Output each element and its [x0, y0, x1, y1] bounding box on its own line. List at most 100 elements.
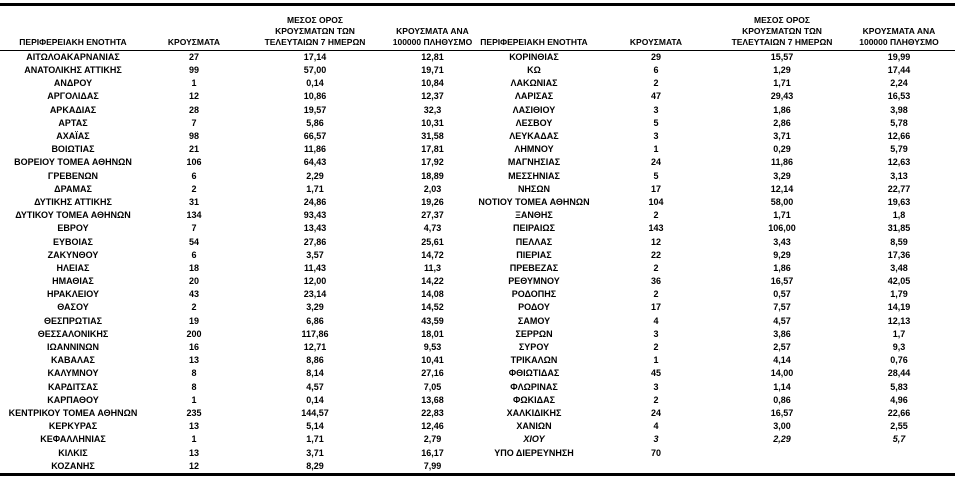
- cell: 19,63: [887, 196, 911, 207]
- cell: 12,81: [421, 52, 444, 62]
- cell: ΣΥΡΟΥ: [518, 342, 550, 353]
- table-row: ΔΡΑΜΑΣ 2 1,71 2,03 ΝΗΣΩΝ 17 12,14 22,77: [0, 183, 955, 196]
- cell: 5,83: [890, 381, 908, 392]
- cell: ΘΑΣΟΥ: [57, 302, 89, 313]
- cell: 10,41: [421, 355, 444, 366]
- cell: 36: [650, 276, 661, 287]
- cell: ΑΡΚΑΔΙΑΣ: [49, 104, 97, 115]
- covid-cases-table: ΠΕΡΙΦΕΡΕΙΑΚΗ ΕΝΟΤΗΤΑ ΚΡΟΥΣΜΑΤΑ ΜΕΣΟΣ ΟΡΟ…: [0, 3, 955, 476]
- cell: 15,57: [770, 52, 794, 62]
- cell: 3,98: [890, 104, 908, 115]
- cell: ΡΟΔΟΥ: [518, 302, 550, 313]
- cell: ΤΡΙΚΑΛΩΝ: [510, 355, 558, 366]
- cell: 8,29: [306, 460, 324, 471]
- cell: 104: [648, 196, 664, 207]
- cell: ΗΛΕΙΑΣ: [56, 262, 90, 273]
- cell: ΧΑΝΙΩΝ: [516, 421, 552, 432]
- cell: ΠΙΕΡΙΑΣ: [516, 249, 552, 260]
- table-row: ΙΩΑΝΝΙΝΩΝ 16 12,71 9,53 ΣΥΡΟΥ 2 2,57 9,3: [0, 341, 955, 354]
- cell: ΠΡΕΒΕΖΑΣ: [509, 262, 559, 273]
- cell: 12,13: [887, 315, 911, 326]
- cell: 1,79: [890, 289, 908, 300]
- cell: 13: [188, 355, 199, 366]
- cell: ΚΟΡΙΝΘΙΑΣ: [509, 52, 559, 62]
- cell: 57,00: [303, 65, 327, 76]
- table-row: ΗΜΑΘΙΑΣ 20 12,00 14,22 ΡΕΘΥΜΝΟΥ 36 16,57 42,05: [0, 275, 955, 288]
- cell: [721, 460, 843, 475]
- cell: 12,63: [887, 157, 911, 168]
- cell: 8,14: [306, 368, 324, 379]
- cell: 235: [186, 407, 202, 418]
- cell: 106: [186, 157, 202, 168]
- cell: 3: [653, 434, 659, 445]
- cell: 27,86: [303, 236, 327, 247]
- cell: 13: [188, 421, 199, 432]
- cell: 6: [191, 170, 197, 181]
- table-row: ΚΑΛΥΜΝΟΥ 8 8,14 27,16 ΦΘΙΩΤΙΔΑΣ 45 14,00 28,44: [0, 367, 955, 380]
- cell: 54: [188, 236, 199, 247]
- cell: 0,14: [306, 394, 324, 405]
- cell: 28,44: [887, 368, 911, 379]
- cell: 2: [653, 210, 659, 221]
- cell: 27,16: [421, 368, 444, 379]
- cell: 17: [650, 302, 661, 313]
- table-body: ΑΙΤΩΛΟΑΚΑΡΝΑΝΙΑΣ 27 17,14 12,81 ΚΟΡΙΝΘΙΑΣ 29 1…: [0, 51, 955, 475]
- cell: 12,14: [770, 183, 794, 194]
- cell: 7: [191, 117, 197, 128]
- cell: 144,57: [301, 407, 329, 418]
- cell: 5,7: [892, 434, 906, 445]
- cell: 9,53: [423, 342, 442, 353]
- cell: 29: [650, 52, 661, 62]
- cell: ΦΩΚΙΔΑΣ: [513, 394, 555, 405]
- cell: 99: [188, 65, 199, 76]
- cell: 4,73: [423, 223, 442, 234]
- cell: ΚΑΡΠΑΘΟΥ: [47, 394, 99, 405]
- cell: ΡΕΘΥΜΝΟΥ: [508, 276, 560, 287]
- cell: 4,57: [773, 315, 791, 326]
- cell: 3: [653, 131, 659, 142]
- cell: 1: [191, 434, 197, 445]
- cell: ΧΑΛΚΙΔΙΚΗΣ: [506, 407, 562, 418]
- table-row: ΘΕΣΠΡΩΤΙΑΣ 19 6,86 43,59 ΣΑΜΟΥ 4 4,57 12,13: [0, 315, 955, 328]
- cell: 11,86: [770, 157, 794, 168]
- cell: ΡΟΔΟΠΗΣ: [511, 289, 557, 300]
- cell: 0,14: [306, 78, 324, 89]
- header-avg7days-right: ΜΕΣΟΣ ΟΡΟΣ ΚΡΟΥΣΜΑΤΩΝ ΤΩΝ ΤΕΛΕΥΤΑΙΩΝ 7 Η…: [721, 4, 843, 51]
- header-per100k-right: ΚΡΟΥΣΜΑΤΑ ΑΝΑ 100000 ΠΛΗΘΥΣΜΟ: [843, 4, 955, 51]
- table-row: ΓΡΕΒΕΝΩΝ 6 2,29 18,89 ΜΕΣΣΗΝΙΑΣ 5 3,29 3,13: [0, 170, 955, 183]
- cell: 98: [188, 131, 199, 142]
- cell: 5,86: [306, 117, 324, 128]
- header-row: ΠΕΡΙΦΕΡΕΙΑΚΗ ΕΝΟΤΗΤΑ ΚΡΟΥΣΜΑΤΑ ΜΕΣΟΣ ΟΡΟ…: [0, 4, 955, 51]
- cell: ΜΑΓΝΗΣΙΑΣ: [507, 157, 561, 168]
- cell: 27,37: [421, 210, 444, 221]
- cell: 23,14: [303, 289, 327, 300]
- cell: 12: [188, 91, 199, 102]
- cell: 13: [188, 447, 199, 458]
- cell: 19,71: [421, 65, 444, 76]
- cell: ΑΝΔΡΟΥ: [53, 78, 93, 89]
- cell: 43: [188, 289, 199, 300]
- cell: 16,53: [887, 91, 911, 102]
- cell: 24,86: [303, 196, 327, 207]
- cell: [591, 460, 721, 475]
- cell: 31,85: [887, 223, 911, 234]
- cell: ΔΥΤΙΚΗΣ ΑΤΤΙΚΗΣ: [34, 196, 112, 207]
- cell: 12: [650, 236, 661, 247]
- cell: 18: [188, 262, 199, 273]
- cell: 2: [653, 342, 659, 353]
- header-region-left: ΠΕΡΙΦΕΡΕΙΑΚΗ ΕΝΟΤΗΤΑ: [0, 4, 146, 51]
- cell: ΥΠΟ ΔΙΕΡΕΥΝΗΣΗ: [494, 447, 574, 458]
- cell: 58,00: [770, 196, 794, 207]
- cell: 6,86: [306, 315, 324, 326]
- cell: ΠΕΛΛΑΣ: [515, 236, 553, 247]
- cell: ΛΕΣΒΟΥ: [515, 117, 553, 128]
- cell: 16,17: [421, 447, 444, 458]
- table-row: ΕΒΡΟΥ 7 13,43 4,73 ΠΕΙΡΑΙΩΣ 143 106,00 31,85: [0, 222, 955, 235]
- cell: ΛΕΥΚΑΔΑΣ: [509, 131, 559, 142]
- cell: 5: [653, 170, 659, 181]
- cell: 43,59: [421, 315, 444, 326]
- cell: 2: [653, 78, 659, 89]
- cell: ΚΑΒΑΛΑΣ: [51, 355, 95, 366]
- cell: 0,76: [890, 355, 908, 366]
